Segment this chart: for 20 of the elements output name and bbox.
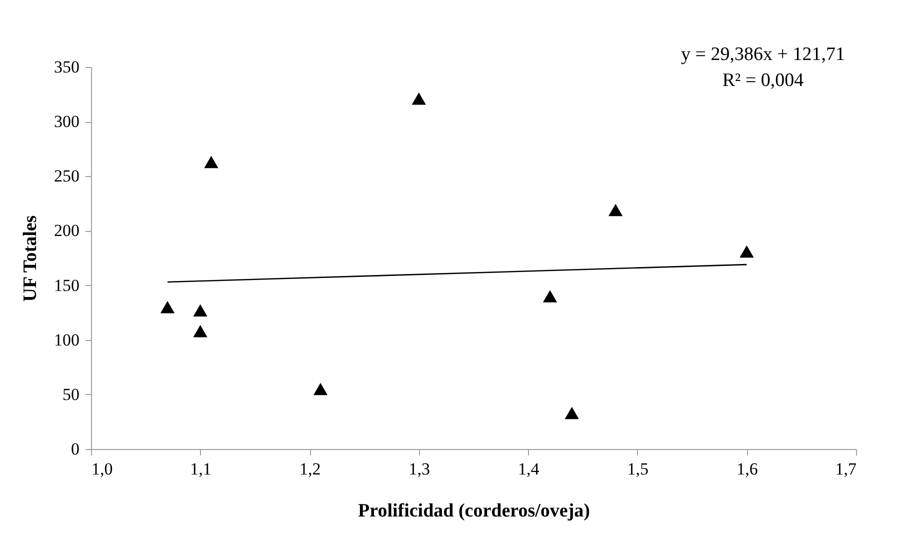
- y-tick-label: 150: [54, 276, 80, 295]
- x-tick-label: 1,5: [627, 460, 649, 478]
- x-tick-label: 1,4: [518, 460, 540, 478]
- y-tick-label: 100: [54, 330, 80, 350]
- x-tick-label: 1,2: [299, 460, 321, 478]
- y-tick-label: 0: [71, 440, 80, 458]
- y-tick-label: 250: [54, 166, 80, 186]
- annotation: R² = 0,004: [722, 70, 804, 91]
- x-tick-label: 1,3: [408, 460, 430, 478]
- y-axis-title: UF Totales: [20, 215, 41, 302]
- x-tick-label: 1,0: [92, 460, 113, 478]
- x-tick-label: 1,6: [736, 460, 758, 478]
- y-tick-label: 350: [54, 58, 80, 76]
- y-tick-label: 300: [54, 112, 80, 132]
- x-tick-label: 1,7: [835, 460, 857, 478]
- text: y = 29,386x + 121,71: [681, 44, 845, 65]
- x-axis-title: Prolificidad (corderos/oveja): [358, 500, 590, 522]
- y-tick-label: 50: [62, 384, 80, 404]
- y-tick-label: 200: [54, 221, 80, 240]
- x-tick-label: 1,1: [190, 460, 212, 478]
